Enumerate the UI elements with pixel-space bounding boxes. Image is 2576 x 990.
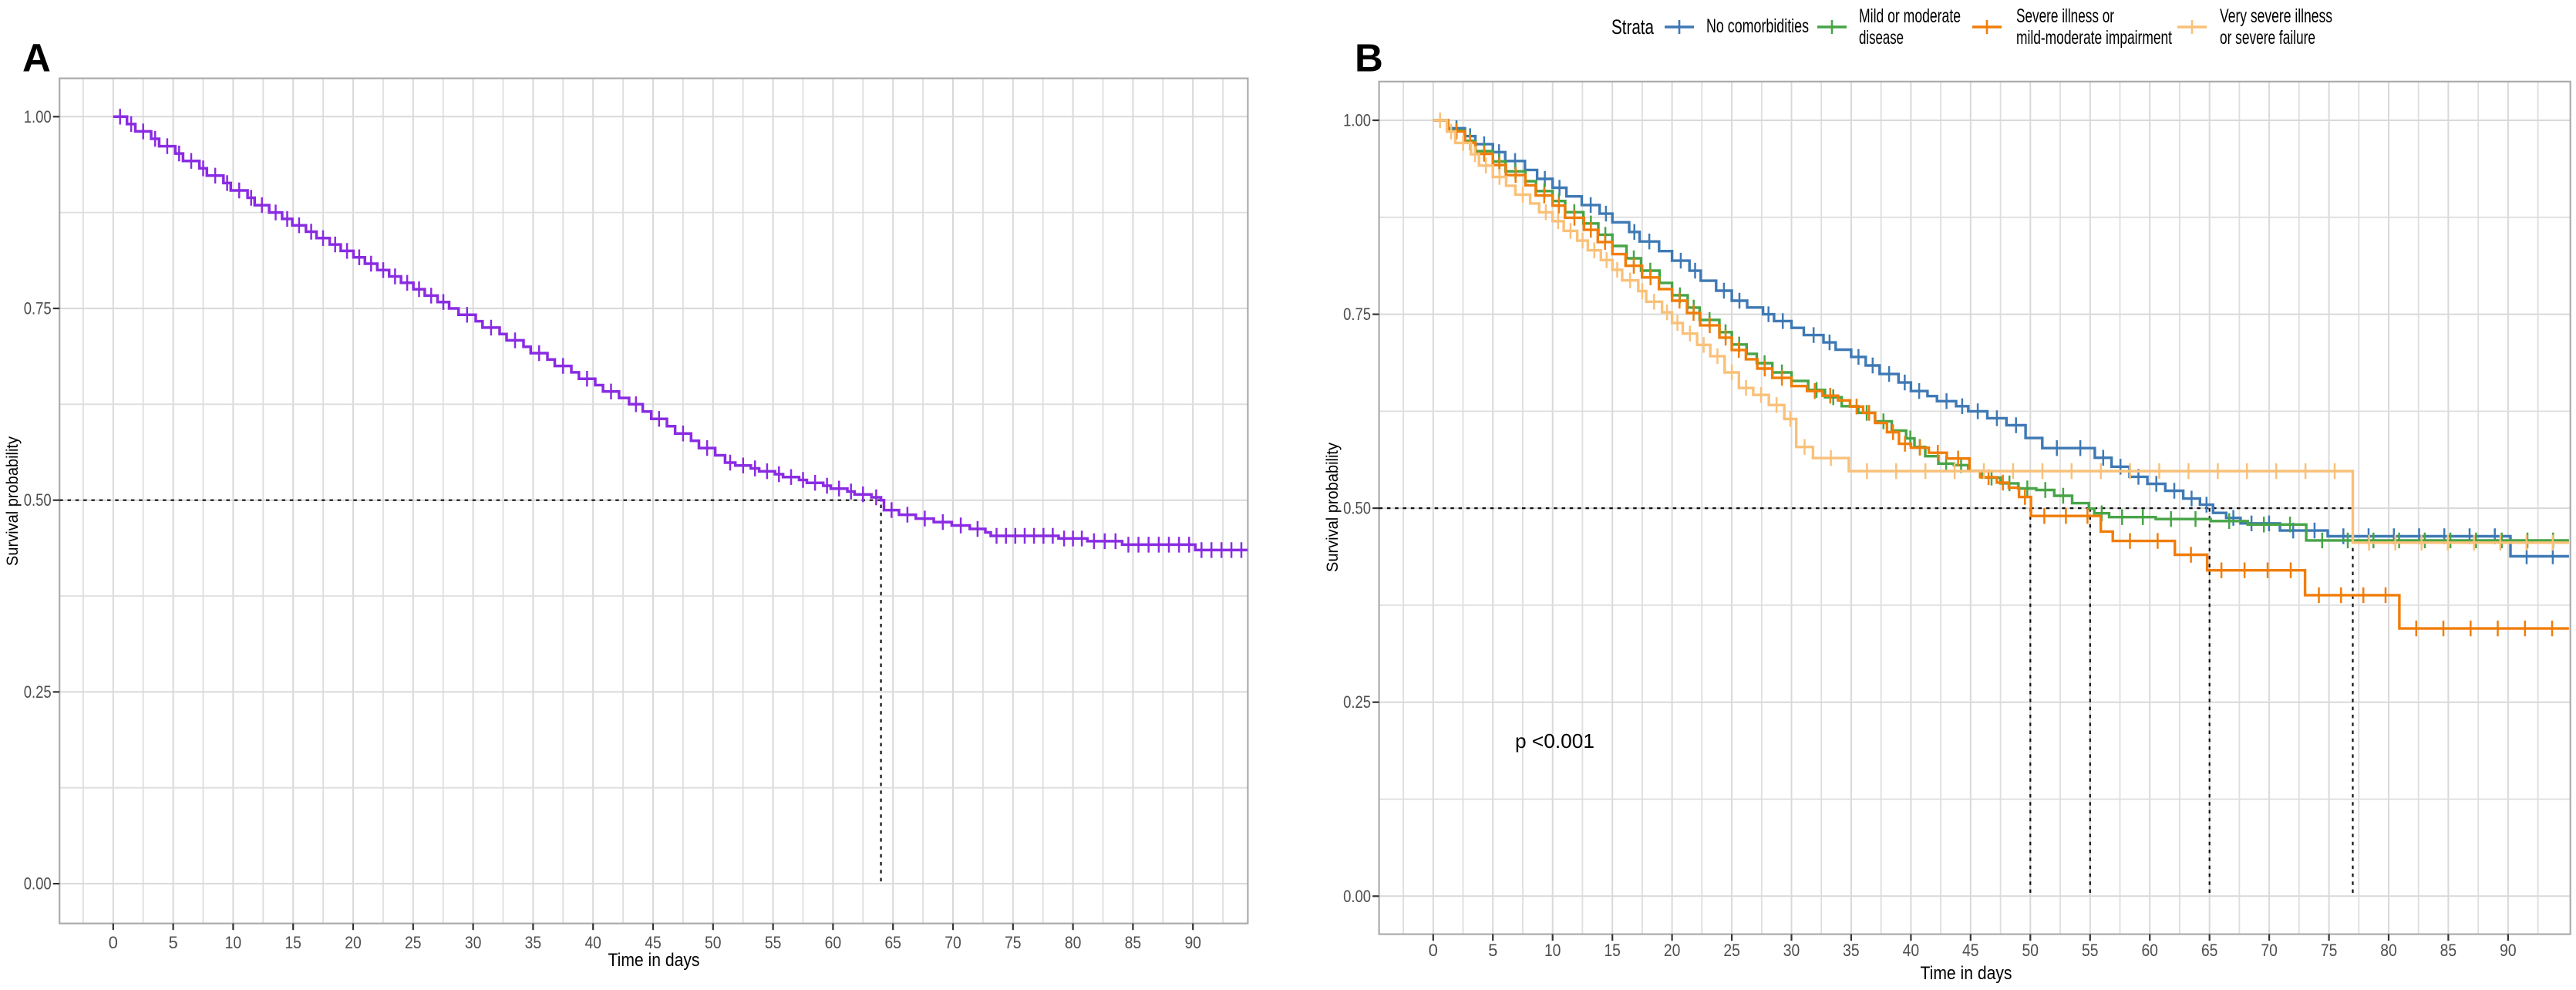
svg-text:Very severe illness: Very severe illness [2220, 5, 2332, 27]
svg-text:40: 40 [1903, 941, 1920, 960]
svg-text:75: 75 [2321, 941, 2338, 960]
svg-text:0: 0 [109, 933, 118, 952]
svg-text:Time in days: Time in days [608, 950, 700, 971]
svg-text:Survival probability: Survival probability [1324, 443, 1342, 572]
svg-text:30: 30 [1783, 941, 1800, 960]
svg-text:65: 65 [884, 933, 901, 952]
svg-text:70: 70 [945, 933, 961, 952]
svg-text:30: 30 [465, 933, 482, 952]
svg-text:25: 25 [1723, 941, 1740, 960]
svg-text:10: 10 [1544, 941, 1561, 960]
svg-text:65: 65 [2201, 941, 2218, 960]
svg-text:5: 5 [168, 933, 177, 952]
svg-text:60: 60 [825, 933, 842, 952]
svg-text:Mild or moderate: Mild or moderate [1859, 5, 1961, 27]
svg-text:mild-moderate impairment: mild-moderate impairment [2016, 27, 2172, 49]
svg-text:45: 45 [1962, 941, 1979, 960]
svg-text:0.75: 0.75 [1343, 305, 1371, 324]
svg-text:50: 50 [705, 933, 722, 952]
svg-text:55: 55 [2082, 941, 2099, 960]
svg-text:20: 20 [1664, 941, 1681, 960]
svg-text:20: 20 [345, 933, 362, 952]
svg-text:15: 15 [285, 933, 301, 952]
svg-text:55: 55 [765, 933, 782, 952]
svg-text:Severe illness or: Severe illness or [2016, 5, 2114, 27]
svg-text:70: 70 [2261, 941, 2278, 960]
svg-text:80: 80 [2380, 941, 2397, 960]
svg-text:disease: disease [1859, 27, 1904, 49]
svg-text:0: 0 [1429, 941, 1438, 960]
svg-text:0.00: 0.00 [1343, 887, 1371, 906]
svg-text:90: 90 [2500, 941, 2517, 960]
svg-text:A: A [22, 36, 51, 80]
svg-text:1.00: 1.00 [1343, 111, 1371, 130]
svg-text:75: 75 [1005, 933, 1022, 952]
svg-text:p <0.001: p <0.001 [1515, 729, 1594, 753]
svg-text:Survival probability: Survival probability [4, 436, 22, 566]
svg-text:0.50: 0.50 [24, 490, 52, 510]
svg-text:B: B [1355, 36, 1383, 80]
svg-text:0.00: 0.00 [24, 874, 52, 894]
svg-text:0.25: 0.25 [1343, 692, 1371, 712]
svg-text:Time in days: Time in days [1921, 963, 2012, 984]
svg-text:5: 5 [1488, 941, 1497, 960]
svg-text:0.25: 0.25 [24, 682, 52, 702]
svg-text:45: 45 [645, 933, 662, 952]
svg-text:25: 25 [405, 933, 422, 952]
svg-text:50: 50 [2022, 941, 2039, 960]
svg-text:85: 85 [1125, 933, 1142, 952]
svg-text:85: 85 [2440, 941, 2457, 960]
svg-text:0.50: 0.50 [1343, 499, 1371, 518]
svg-text:40: 40 [584, 933, 601, 952]
svg-text:15: 15 [1604, 941, 1621, 960]
svg-text:35: 35 [1843, 941, 1860, 960]
svg-text:1.00: 1.00 [24, 107, 52, 126]
svg-text:80: 80 [1065, 933, 1082, 952]
svg-text:10: 10 [225, 933, 242, 952]
svg-text:Strata: Strata [1611, 15, 1655, 39]
svg-text:or severe failure: or severe failure [2220, 27, 2315, 49]
svg-text:35: 35 [525, 933, 542, 952]
svg-text:0.75: 0.75 [24, 299, 52, 318]
svg-text:60: 60 [2141, 941, 2158, 960]
svg-text:90: 90 [1184, 933, 1201, 952]
svg-text:No comorbidities: No comorbidities [1706, 15, 1809, 37]
